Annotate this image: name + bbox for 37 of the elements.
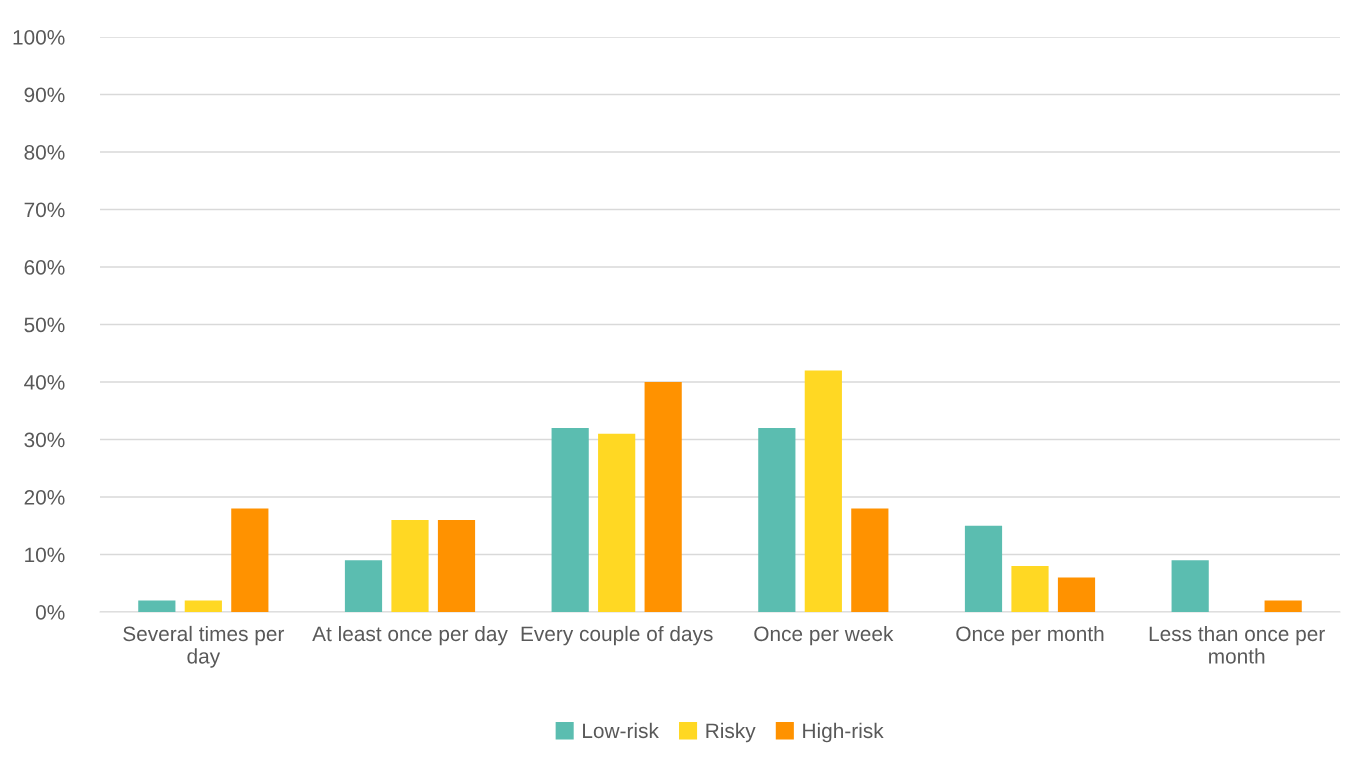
bar: [437, 520, 476, 612]
bar: [138, 600, 176, 612]
x-tick-label: Several times per day: [123, 625, 285, 668]
x-tick-label: Once per month: [956, 625, 1104, 646]
y-tick-label: 50%: [24, 317, 65, 333]
legend-label: Low-risk: [583, 722, 659, 739]
y-tick-label: 30%: [24, 432, 65, 448]
y-tick-label: 20%: [24, 490, 65, 505]
bar: [551, 428, 589, 612]
bar: [391, 520, 429, 612]
x-tick-label: Once per week: [754, 625, 894, 646]
y-tick-label: 100%: [13, 30, 65, 45]
bar: [758, 428, 796, 612]
y-tick-label: 90%: [24, 87, 65, 103]
bar: [1057, 577, 1096, 612]
bar: [1264, 600, 1302, 612]
y-tick-label: 70%: [24, 202, 65, 218]
bar: [184, 600, 222, 612]
x-tick-label: Less than once per month: [1149, 625, 1325, 664]
y-tick-label: 80%: [24, 145, 65, 160]
bar: [804, 370, 842, 612]
legend-label: Risky: [706, 722, 756, 743]
bar: [644, 382, 682, 612]
x-tick-label: At least once per day: [312, 625, 508, 646]
bar: [1171, 560, 1209, 612]
bar: [344, 560, 383, 612]
bar: [231, 508, 269, 612]
y-tick-label: 40%: [24, 375, 65, 390]
bar: [851, 508, 889, 612]
y-tick-label: 0%: [35, 605, 65, 620]
x-tick-label: Every couple of days: [521, 625, 713, 646]
y-tick-label: 10%: [25, 547, 65, 563]
y-tick-label: 60%: [24, 260, 65, 275]
bar: [964, 525, 1003, 612]
legend-label: High-risk: [803, 722, 884, 743]
bar: [1011, 566, 1049, 612]
bar: [598, 433, 636, 612]
